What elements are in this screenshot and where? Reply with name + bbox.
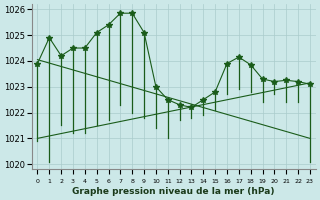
X-axis label: Graphe pression niveau de la mer (hPa): Graphe pression niveau de la mer (hPa) — [72, 187, 275, 196]
